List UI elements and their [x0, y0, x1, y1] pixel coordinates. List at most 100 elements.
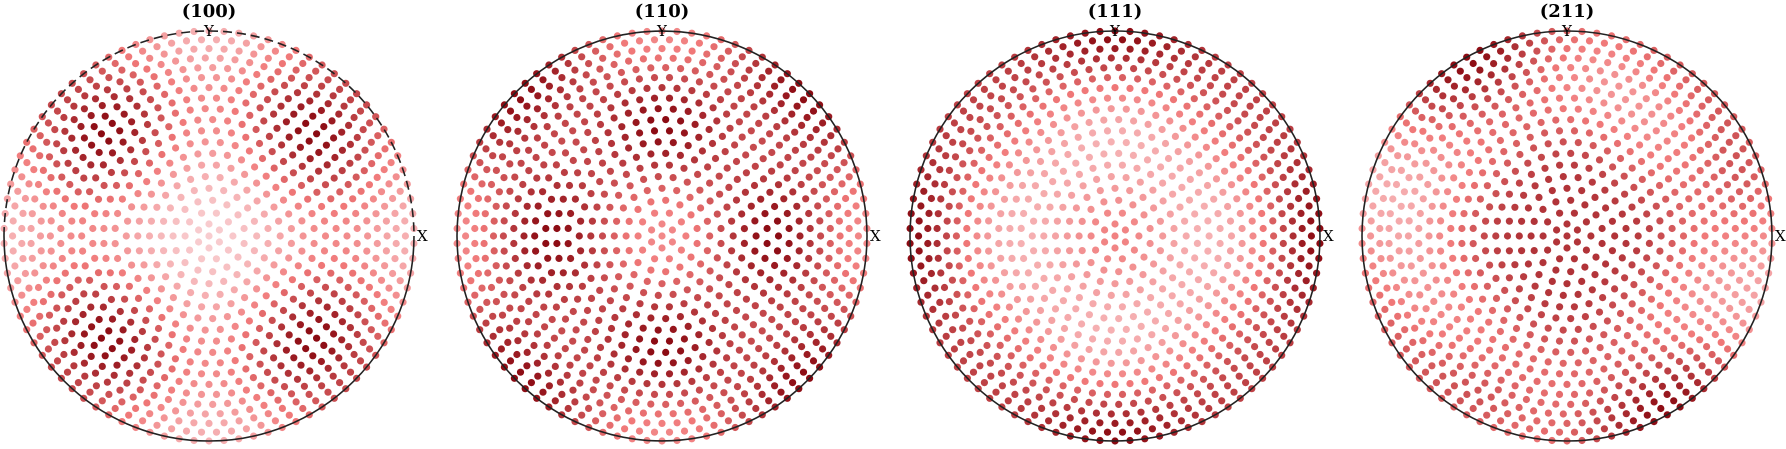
pole-point	[1107, 410, 1115, 418]
pole-point	[338, 128, 346, 136]
pole-point	[527, 379, 536, 387]
pole-point	[1122, 325, 1130, 333]
pole-point	[1541, 300, 1549, 308]
pole-point	[1063, 179, 1071, 187]
pole-point	[820, 138, 828, 146]
pole-point	[306, 97, 314, 105]
pole-point	[153, 297, 161, 305]
pole-point	[993, 303, 1001, 311]
pole-point	[201, 410, 209, 418]
pole-point	[1724, 119, 1732, 127]
pole-point	[61, 127, 69, 135]
pole-point	[520, 232, 528, 240]
pole-point	[1527, 170, 1535, 178]
pole-point	[267, 389, 275, 397]
pole-point	[632, 118, 640, 127]
pole-point	[1388, 298, 1396, 306]
pole-point	[604, 129, 612, 137]
pole-point	[966, 147, 974, 155]
pole-point	[1647, 151, 1655, 159]
pole-point	[94, 195, 103, 203]
pole-point	[1485, 318, 1493, 326]
pole-point	[709, 104, 717, 112]
pole-point	[1381, 159, 1389, 167]
pole-point	[201, 173, 209, 181]
pole-point	[268, 316, 276, 324]
pole-point	[731, 323, 739, 331]
pole-point	[1230, 100, 1238, 108]
pole-point	[1526, 133, 1534, 141]
pole-point	[703, 50, 711, 58]
pole-point	[476, 159, 484, 167]
pole-point	[1447, 239, 1455, 248]
pole-point	[1085, 311, 1093, 319]
pole-point	[1438, 134, 1446, 142]
pole-point	[826, 239, 834, 248]
pole-point	[1552, 400, 1560, 408]
pole-point	[278, 141, 286, 149]
pole-point	[1472, 254, 1480, 263]
pole-point	[1589, 408, 1597, 416]
pole-point	[606, 82, 614, 90]
pole-point	[525, 318, 533, 326]
pole-point	[1637, 196, 1646, 204]
pole-point	[987, 92, 995, 100]
pole-point	[598, 232, 607, 240]
pole-point	[209, 149, 217, 157]
pole-point	[320, 341, 328, 349]
pole-point	[1394, 232, 1403, 240]
pole-point	[1130, 117, 1138, 125]
pole-point	[1666, 254, 1674, 262]
pole-point	[997, 254, 1005, 262]
pole-point	[1017, 224, 1025, 232]
pole-point	[1604, 405, 1612, 413]
pole-point	[1537, 311, 1545, 319]
pole-point	[1658, 82, 1666, 90]
pole-point	[195, 238, 203, 246]
pole-point	[1204, 217, 1212, 225]
pole-point	[759, 175, 768, 183]
pole-point	[313, 374, 321, 382]
pole-point	[1004, 67, 1012, 75]
pole-point	[517, 159, 525, 167]
pole-point	[1622, 410, 1630, 418]
pole-point	[1206, 382, 1214, 390]
pole-point	[673, 380, 681, 388]
pole-point	[814, 202, 822, 210]
pole-point	[966, 350, 974, 359]
pole-point	[268, 148, 276, 156]
pole-point	[1407, 262, 1415, 270]
pole-point	[777, 388, 785, 396]
pole-point	[613, 50, 621, 58]
pole-point	[706, 197, 714, 205]
pole-point	[1456, 397, 1464, 405]
pole-point	[289, 295, 297, 303]
pole-point	[220, 380, 228, 388]
pole-point	[765, 397, 773, 405]
pole-point	[1148, 78, 1156, 86]
pole-point	[1718, 167, 1726, 175]
pole-point	[481, 254, 489, 262]
pole-point	[731, 60, 740, 68]
pole-point	[257, 382, 265, 390]
pole-point	[1392, 180, 1401, 189]
pole-point	[270, 261, 278, 269]
pole-point	[153, 261, 161, 269]
pole-point	[1283, 276, 1292, 284]
pole-point	[1228, 323, 1236, 331]
pole-point	[1394, 152, 1402, 160]
pole-point	[1478, 110, 1486, 118]
pole-point	[154, 139, 163, 148]
pole-point	[139, 47, 147, 55]
pole-point	[1432, 85, 1440, 93]
pole-point	[162, 273, 170, 281]
pole-point	[1387, 319, 1395, 327]
pole-point	[510, 224, 518, 233]
pole-point	[1140, 253, 1148, 261]
pole-point	[596, 286, 604, 294]
pole-point	[1295, 269, 1303, 278]
pole-point	[197, 94, 206, 102]
pole-point	[1265, 126, 1273, 134]
pole-point	[1279, 173, 1287, 181]
pole-figure-title: (211)	[1540, 1, 1595, 22]
